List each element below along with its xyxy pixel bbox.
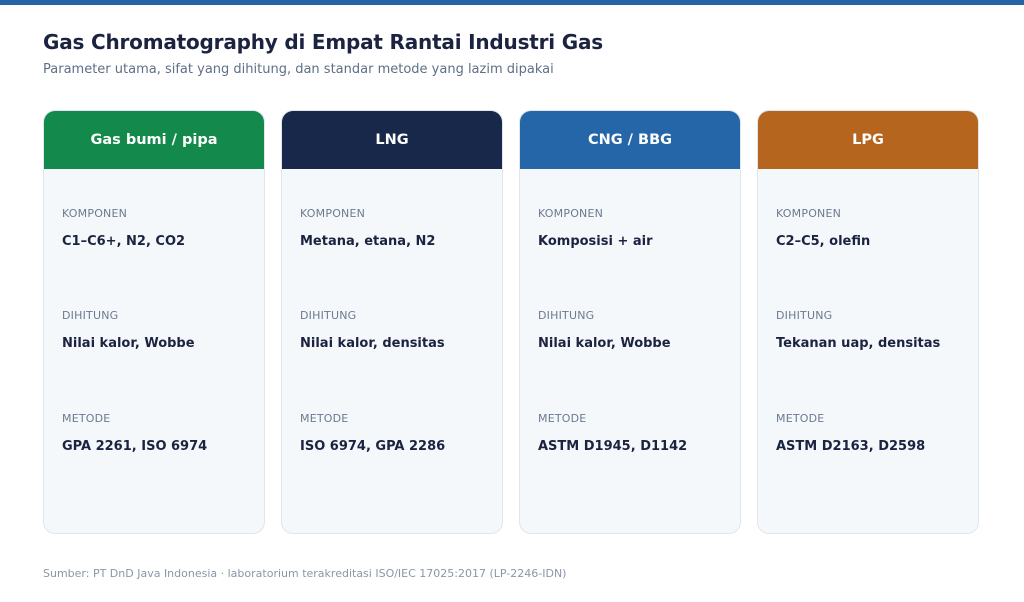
field-label: KOMPONEN xyxy=(776,207,842,220)
field-value: Metana, etana, N2 xyxy=(300,234,436,249)
field-komponen: KOMPONEN C1–C6+, N2, CO2 xyxy=(62,207,254,249)
field-dihitung: DIHITUNG Nilai kalor, densitas xyxy=(300,309,492,351)
field-value: ASTM D2163, D2598 xyxy=(776,439,926,454)
field-label: KOMPONEN xyxy=(300,207,366,220)
field-komponen: KOMPONEN C2–C5, olefin xyxy=(776,207,968,249)
top-accent-bar xyxy=(0,0,1024,5)
field-label: METODE xyxy=(538,412,587,425)
card-cng: CNG / BBG KOMPONEN Komposisi + air DIHIT… xyxy=(519,110,741,534)
field-label: KOMPONEN xyxy=(62,207,128,220)
field-dihitung: DIHITUNG Nilai kalor, Wobbe xyxy=(62,309,254,351)
card-gas-bumi: Gas bumi / pipa KOMPONEN C1–C6+, N2, CO2… xyxy=(43,110,265,534)
field-value: Nilai kalor, Wobbe xyxy=(538,336,671,351)
field-value: GPA 2261, ISO 6974 xyxy=(62,439,208,454)
field-label: DIHITUNG xyxy=(776,309,833,322)
card-grid: Gas bumi / pipa KOMPONEN C1–C6+, N2, CO2… xyxy=(43,110,979,534)
field-label: DIHITUNG xyxy=(62,309,119,322)
card-header: LNG xyxy=(282,111,502,169)
field-label: DIHITUNG xyxy=(538,309,595,322)
card-header: CNG / BBG xyxy=(520,111,740,169)
field-value: ASTM D1945, D1142 xyxy=(538,439,688,454)
field-value: ISO 6974, GPA 2286 xyxy=(300,439,446,454)
field-metode: METODE ASTM D1945, D1142 xyxy=(538,412,730,454)
card-lng: LNG KOMPONEN Metana, etana, N2 DIHITUNG … xyxy=(281,110,503,534)
field-label: METODE xyxy=(776,412,825,425)
field-value: Tekanan uap, densitas xyxy=(776,336,941,351)
field-metode: METODE GPA 2261, ISO 6974 xyxy=(62,412,254,454)
field-value: Komposisi + air xyxy=(538,234,653,249)
page-subtitle: Parameter utama, sifat yang dihitung, da… xyxy=(43,62,554,77)
page-title: Gas Chromatography di Empat Rantai Indus… xyxy=(43,30,603,54)
field-komponen: KOMPONEN Komposisi + air xyxy=(538,207,730,249)
field-value: C2–C5, olefin xyxy=(776,234,871,249)
field-value: Nilai kalor, Wobbe xyxy=(62,336,195,351)
field-value: C1–C6+, N2, CO2 xyxy=(62,234,186,249)
field-label: DIHITUNG xyxy=(300,309,357,322)
source-footnote: Sumber: PT DnD Java Indonesia · laborato… xyxy=(43,567,567,580)
field-metode: METODE ISO 6974, GPA 2286 xyxy=(300,412,492,454)
field-label: METODE xyxy=(62,412,111,425)
card-lpg: LPG KOMPONEN C2–C5, olefin DIHITUNG Teka… xyxy=(757,110,979,534)
field-dihitung: DIHITUNG Nilai kalor, Wobbe xyxy=(538,309,730,351)
field-komponen: KOMPONEN Metana, etana, N2 xyxy=(300,207,492,249)
field-label: KOMPONEN xyxy=(538,207,604,220)
field-metode: METODE ASTM D2163, D2598 xyxy=(776,412,968,454)
field-label: METODE xyxy=(300,412,349,425)
field-value: Nilai kalor, densitas xyxy=(300,336,445,351)
card-header: Gas bumi / pipa xyxy=(44,111,264,169)
card-header: LPG xyxy=(758,111,978,169)
field-dihitung: DIHITUNG Tekanan uap, densitas xyxy=(776,309,968,351)
